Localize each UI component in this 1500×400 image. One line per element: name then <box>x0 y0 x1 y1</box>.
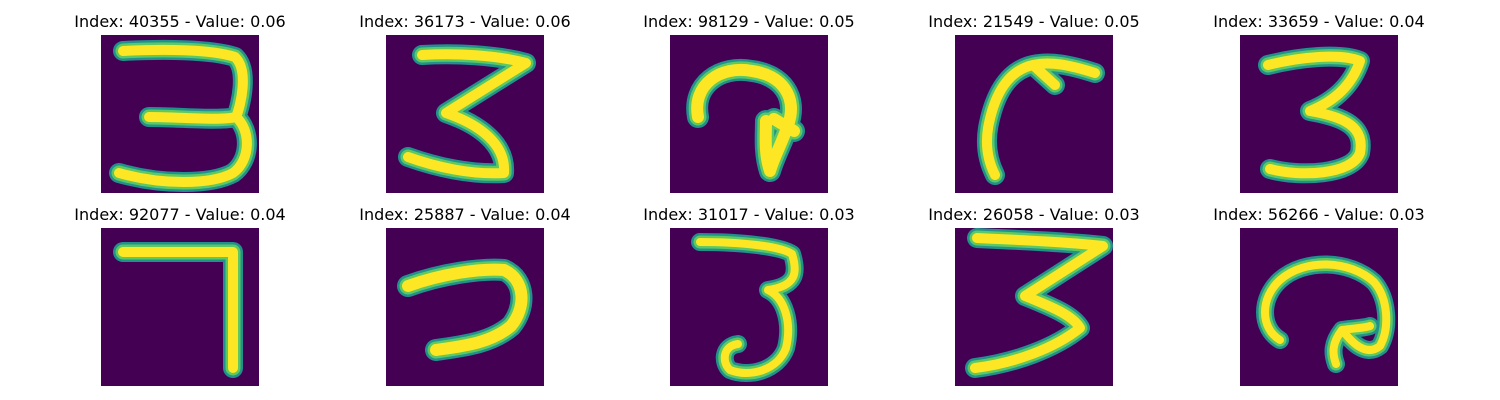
digit-curl-loop-image <box>1256 255 1396 373</box>
digit-three-zigzag-wide-image <box>965 228 1113 378</box>
digit-three-image <box>109 39 257 192</box>
digit-image <box>386 35 544 193</box>
panel-title: Index: 31017 - Value: 0.03 <box>643 205 855 224</box>
panel-title: Index: 36173 - Value: 0.06 <box>359 12 571 31</box>
digit-seven-image <box>113 242 243 378</box>
digit-three-zigzag-image <box>398 44 536 184</box>
panel-title: Index: 98129 - Value: 0.05 <box>643 12 855 31</box>
panel-title: Index: 21549 - Value: 0.05 <box>928 12 1140 31</box>
digit-image <box>386 228 544 386</box>
panel-title: Index: 56266 - Value: 0.03 <box>1213 205 1425 224</box>
digit-image <box>670 35 828 193</box>
panel-title: Index: 92077 - Value: 0.04 <box>74 205 286 224</box>
digit-image <box>955 35 1113 193</box>
digit-curl-hook-image <box>686 58 805 182</box>
panel-title: Index: 40355 - Value: 0.06 <box>74 12 286 31</box>
digit-image <box>955 228 1113 386</box>
digit-image <box>670 228 828 386</box>
digit-image <box>101 35 259 193</box>
digit-three-narrow-image <box>691 233 804 382</box>
panel-title: Index: 26058 - Value: 0.03 <box>928 205 1140 224</box>
panel-title: Index: 25887 - Value: 0.04 <box>359 205 571 224</box>
digit-arc-stroke-image <box>977 53 1105 185</box>
digit-image <box>101 228 259 386</box>
digit-three-image <box>1258 46 1371 184</box>
digit-image <box>1240 228 1398 386</box>
panel-title: Index: 33659 - Value: 0.04 <box>1213 12 1425 31</box>
digit-image <box>1240 35 1398 193</box>
digit-seven-curved-image <box>397 258 533 361</box>
